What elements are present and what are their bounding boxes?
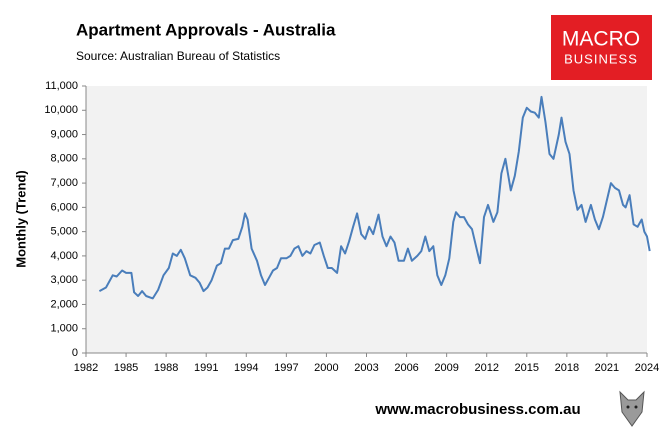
x-tick-label: 2021	[595, 362, 619, 374]
y-axis-label: Monthly (Trend)	[13, 170, 28, 268]
wolf-icon	[619, 390, 645, 427]
y-tick-label: 0	[72, 347, 78, 359]
chart-subtitle: Source: Australian Bureau of Statistics	[76, 49, 280, 63]
x-tick-label: 2024	[635, 362, 659, 374]
y-tick-label: 1,000	[50, 323, 78, 335]
y-tick-label: 2,000	[50, 298, 78, 310]
footer: www.macrobusiness.com.au	[374, 401, 580, 418]
x-tick-label: 1997	[274, 362, 298, 374]
data-line	[98, 95, 651, 300]
y-tick-label: 7,000	[50, 177, 78, 189]
y-tick-label: 4,000	[50, 250, 78, 262]
x-tick-label: 2000	[314, 362, 338, 374]
x-tick-label: 2003	[354, 362, 378, 374]
logo-box	[551, 15, 652, 80]
y-tick-label: 8,000	[50, 153, 78, 165]
x-tick-label: 2015	[515, 362, 539, 374]
plot-area	[86, 86, 647, 353]
y-tick-label: 10,000	[44, 104, 78, 116]
y-tick-label: 3,000	[50, 274, 78, 286]
x-tick-label: 2012	[474, 362, 498, 374]
y-tick-label: 5,000	[50, 226, 78, 238]
x-tick-label: 2009	[434, 362, 458, 374]
y-tick-label: 6,000	[50, 201, 78, 213]
x-tick-label: 1982	[74, 362, 98, 374]
chart-title: Apartment Approvals - Australia	[76, 20, 336, 39]
x-tick-label: 1988	[154, 362, 178, 374]
y-tick-label: 11,000	[45, 80, 78, 92]
y-tick-label: 9,000	[50, 128, 78, 140]
x-tick-label: 1991	[194, 362, 218, 374]
x-tick-label: 1985	[114, 362, 138, 374]
x-tick-label: 1994	[234, 362, 258, 374]
x-tick-label: 2006	[394, 362, 418, 374]
logo-text: MACRO	[562, 28, 640, 51]
x-tick-label: 2018	[555, 362, 579, 374]
logo-text: BUSINESS	[564, 51, 638, 66]
